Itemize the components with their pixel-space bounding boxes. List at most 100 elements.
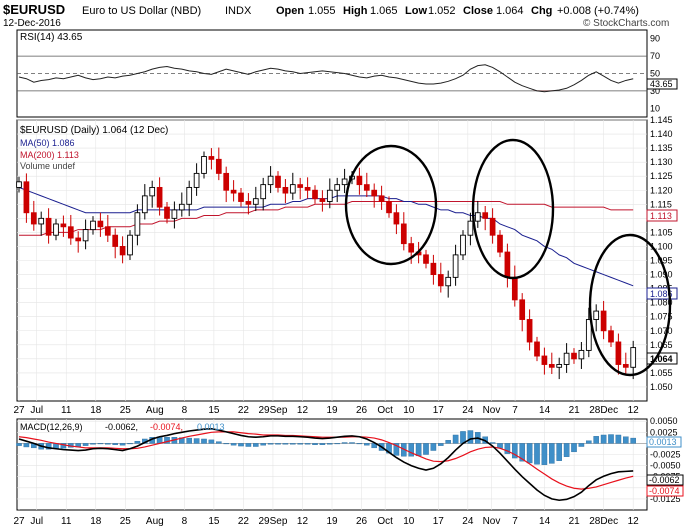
macd-histogram-bar [23, 443, 30, 448]
candle-down [156, 186, 163, 208]
candle-down [112, 234, 119, 247]
macd-histogram-bar [600, 434, 607, 444]
price-tick-label: 1.135 [650, 143, 673, 153]
candle-up [141, 195, 148, 214]
x-tick-label: 24 [462, 516, 474, 527]
candle-down [119, 245, 126, 256]
x-tick-label: Oct [377, 405, 393, 416]
macd-histogram-bar [563, 443, 570, 457]
candle-up [134, 212, 141, 236]
candle-up [467, 220, 474, 236]
x-axis-labels-upper: 27 Jul 11 18 25 Aug 8 15 22 29Sep 12 19 26 Oct 10 17 24 N… [13, 405, 639, 416]
candle-up [474, 212, 481, 222]
candle-up [334, 184, 341, 191]
candle-up [186, 186, 193, 205]
rsi-series-line [18, 64, 634, 93]
candle-up [585, 319, 592, 351]
candle-up [127, 234, 133, 256]
x-tick-label: Aug [146, 405, 164, 416]
candle-down [608, 330, 614, 343]
macd-hist-tag-box [646, 436, 682, 448]
candle-down [230, 189, 237, 194]
annotation-circle-december [588, 233, 672, 377]
rsi-label: RSI(14) 43.65 [20, 32, 83, 43]
x-tick-label: 15 [208, 516, 220, 527]
macd-histogram-bar [364, 443, 370, 446]
macd-histogram-bar [526, 443, 533, 464]
low-value: 1.052 [428, 5, 456, 17]
candle-down [571, 352, 577, 360]
macd-histogram-bar [245, 443, 252, 447]
macd-histogram-bar [608, 434, 614, 444]
candle-down [75, 237, 82, 242]
close-label: Close [463, 5, 493, 17]
candle-up [260, 184, 267, 200]
candle-down [519, 299, 526, 320]
macd-value-tags: 0.0013 -0.0062 -0.0074 [646, 436, 684, 497]
candle-down [223, 172, 230, 191]
candle-down [275, 175, 281, 188]
macd-histogram-bar [267, 443, 274, 445]
macd-histogram-bar [304, 443, 311, 445]
rsi-tick-label: 90 [650, 34, 660, 44]
x-tick-label: 27 [13, 516, 25, 527]
candle-up [460, 234, 466, 256]
candle-down [238, 192, 244, 202]
macd-histogram-bar [319, 443, 326, 445]
low-label: Low [405, 5, 427, 17]
macd-histogram-bar [223, 443, 230, 445]
macd-histogram-bar [16, 443, 22, 446]
price-panel-label: $EURUSD (Daily) 1.064 (12 Dec) [20, 125, 168, 136]
candle-up [289, 184, 296, 194]
macd-histogram-bar [593, 436, 599, 444]
x-tick-label: 11 [61, 405, 72, 416]
x-tick-label: 18 [90, 516, 102, 527]
macd-label-signal: -0.0074, [150, 422, 183, 432]
candle-down [423, 254, 429, 264]
macd-histogram-bar [97, 443, 104, 445]
candle-up [630, 347, 637, 368]
x-tick-label: 26 [356, 516, 368, 527]
candle-up [90, 220, 96, 231]
macd-histogram-bar [549, 443, 555, 464]
candle-down [282, 186, 289, 194]
macd-label-macd: -0.0062, [105, 422, 138, 432]
x-tick-label: Oct [377, 516, 393, 527]
macd-histogram-bar [489, 442, 496, 444]
price-tick-label: 1.125 [650, 171, 673, 181]
x-tick-label: 24 [462, 405, 474, 416]
macd-label: MACD(12,26,9) -0.0062, -0.0074, 0.0013 [20, 422, 225, 432]
x-tick-label: 28Dec [589, 516, 618, 527]
ma50-tag-box [646, 287, 678, 300]
x-tick-label: 21 [569, 516, 581, 527]
x-tick-label: Jul [30, 516, 43, 527]
x-tick-label: 12 [297, 516, 309, 527]
price-candles [16, 147, 637, 380]
candle-up [556, 364, 563, 368]
macd-histogram-bar [541, 443, 548, 465]
ma50-line [18, 186, 634, 287]
candle-down [511, 276, 518, 301]
candle-down [245, 201, 252, 205]
x-tick-label: 7 [512, 405, 518, 416]
macd-histogram-bar [408, 443, 415, 457]
macd-label-hist: 0.0013 [197, 422, 225, 432]
macd-signal-line [18, 431, 634, 490]
macd-histogram-bar [452, 434, 459, 444]
candle-up [452, 254, 459, 278]
macd-histogram-bar [423, 443, 429, 455]
macd-histogram-bar [327, 443, 333, 445]
macd-histogram-bar [467, 430, 474, 444]
candle-down [489, 217, 496, 236]
rsi-tick-label: 50 [650, 69, 660, 79]
candle-down [541, 355, 548, 365]
x-tick-label: 19 [326, 516, 338, 527]
x-tick-label: 17 [433, 405, 445, 416]
chg-label: Chg [531, 5, 552, 17]
candle-down [430, 262, 437, 275]
candle-down [319, 198, 326, 202]
x-tick-label: Nov [483, 405, 501, 416]
candle-down [304, 186, 311, 191]
candle-up [149, 186, 156, 197]
high-label: High [343, 5, 368, 17]
